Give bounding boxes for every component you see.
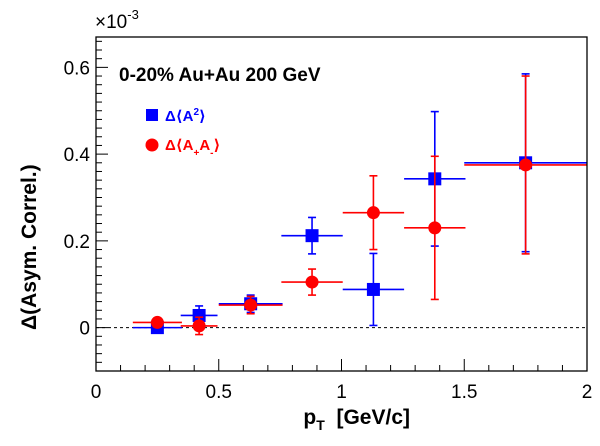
data-point-circle — [366, 206, 380, 220]
x-axis-title: pT [GeV/c] — [303, 406, 410, 433]
legend-label-blue: Δ⟨A2⟩ — [165, 107, 206, 125]
axis-layer: 0 0.5 1 1.5 2 0 0.2 0.4 0.6 — [64, 40, 593, 403]
y-tick-label: 0.4 — [64, 145, 91, 166]
x-tick-label: 1.5 — [451, 382, 477, 403]
y-tick-label: 0.2 — [64, 232, 90, 253]
y-exponent-power: -3 — [127, 7, 139, 22]
y-tick-label: 0 — [79, 319, 90, 340]
data-point-circle — [305, 275, 319, 289]
data-point-circle — [519, 158, 533, 172]
annotation: 0-20% Au+Au 200 GeV — [119, 65, 321, 86]
series-red-circles — [132, 75, 587, 336]
data-point-square — [192, 308, 206, 322]
x-tick-label: 0 — [91, 382, 102, 403]
x-tick-label: 0.5 — [206, 382, 232, 403]
y-exponent-base: ×10 — [95, 12, 127, 33]
x-tick-label: 1 — [336, 382, 347, 403]
legend-label-red: Δ⟨A+A-⟩ — [165, 137, 220, 159]
data-point-circle — [150, 315, 164, 329]
plot-frame — [95, 36, 588, 372]
legend-marker-blue-square — [146, 109, 158, 121]
legend-marker-red-circle — [145, 138, 159, 152]
data-point-square — [366, 282, 380, 296]
data-point-circle — [192, 319, 206, 333]
data-point-square — [305, 229, 319, 243]
legend: Δ⟨A2⟩ Δ⟨A+A-⟩ — [145, 107, 220, 159]
x-tick-label: 2 — [582, 382, 593, 403]
data-point-circle — [244, 298, 258, 312]
y-axis-title: Δ(Asym. Correl.) — [18, 164, 41, 330]
data-point-circle — [428, 221, 442, 235]
data-layer — [132, 73, 587, 336]
y-exponent: ×10-3 — [95, 7, 139, 33]
y-tick-label: 0.6 — [64, 58, 90, 79]
